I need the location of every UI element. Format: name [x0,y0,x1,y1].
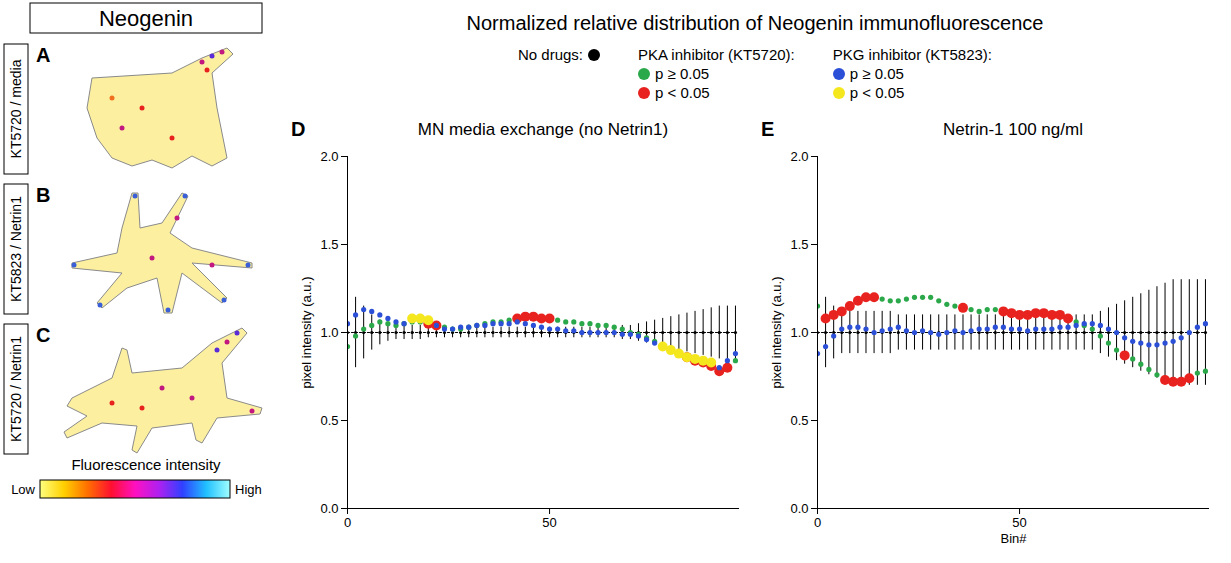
svg-text:pixel intensity (a.u.): pixel intensity (a.u.) [299,277,314,389]
svg-text:2.0: 2.0 [790,149,808,164]
svg-text:Neogenin: Neogenin [99,6,193,31]
html-text:p < 0.05: p < 0.05 [655,84,710,101]
html-text:PKG inhibitor (KT5823):: PKG inhibitor (KT5823): [832,46,992,63]
svg-text:1.0: 1.0 [320,325,338,340]
svg-text:C: C [36,324,50,346]
svg-text:KT5720 / media: KT5720 / media [8,59,24,158]
svg-text:Low: Low [11,482,35,497]
svg-text:1.0: 1.0 [790,325,808,340]
html-text:D: D [291,118,306,140]
svg-text:50: 50 [542,515,556,530]
svg-text:A: A [36,44,50,66]
html-text:Normalized relative distributi: Normalized relative distribution of Neog… [466,12,1044,34]
svg-text:0.0: 0.0 [320,501,338,516]
html-text:PKA inhibitor (KT5720):: PKA inhibitor (KT5720): [638,46,795,63]
svg-text:pixel intensity (a.u.): pixel intensity (a.u.) [769,277,784,389]
html-text:p < 0.05: p < 0.05 [849,84,905,101]
svg-text:0: 0 [814,515,821,530]
html-text:MN media exchange (no Netrin1): MN media exchange (no Netrin1) [417,120,669,139]
svg-text:B: B [36,184,50,206]
svg-text:KT5823 / Netrin1: KT5823 / Netrin1 [8,196,24,302]
svg-text:2.0: 2.0 [320,149,338,164]
svg-text:50: 50 [1012,515,1026,530]
svg-text:Fluorescence intensity: Fluorescence intensity [71,456,221,473]
svg-text:Bin#: Bin# [1000,531,1027,546]
svg-text:0.5: 0.5 [790,413,808,428]
svg-text:0.0: 0.0 [790,501,808,516]
html-text:No drugs:: No drugs: [518,46,583,63]
svg-text:KT5720 / Netrin1: KT5720 / Netrin1 [8,336,24,442]
html-text:p ≥ 0.05: p ≥ 0.05 [849,65,904,82]
svg-text:0.5: 0.5 [320,413,338,428]
svg-text:0: 0 [344,515,351,530]
svg-text:1.5: 1.5 [320,237,338,252]
svg-text:High: High [235,482,262,497]
html-text:Netrin-1 100 ng/ml: Netrin-1 100 ng/ml [943,120,1083,139]
svg-text:1.5: 1.5 [790,237,808,252]
html-text:E: E [761,118,775,140]
html-text:p ≥ 0.05: p ≥ 0.05 [655,65,710,82]
